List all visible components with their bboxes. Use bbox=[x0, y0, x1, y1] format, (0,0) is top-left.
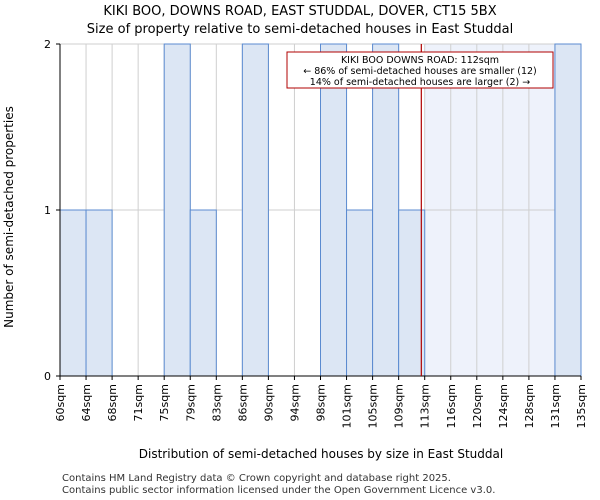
y-tick-label: 0 bbox=[44, 370, 51, 383]
x-tick-label: 71sqm bbox=[132, 384, 145, 421]
x-tick-label: 75sqm bbox=[158, 384, 171, 421]
annotation-box bbox=[286, 51, 554, 89]
x-tick-label: 113sqm bbox=[419, 384, 432, 428]
x-tick-label: 68sqm bbox=[106, 384, 119, 421]
footer-licence: Contains public sector information licen… bbox=[62, 485, 496, 496]
x-tick-label: 135sqm bbox=[575, 384, 588, 428]
subject-annotation: KIKI BOO DOWNS ROAD: 112sqm ← 86% of sem… bbox=[286, 51, 554, 89]
histogram-chart: 0 1 2 60sqm 64sqm 68sqm 71sqm 75sqm 79sqm 83sqm 86… bbox=[2, 38, 588, 461]
histogram-bar bbox=[163, 43, 191, 377]
x-tick-label: 94sqm bbox=[288, 384, 301, 421]
histogram-bar bbox=[241, 43, 269, 377]
x-tick-label: 60sqm bbox=[54, 384, 67, 421]
y-tick-label: 1 bbox=[44, 204, 51, 217]
histogram-bar bbox=[346, 209, 374, 377]
chart-subtitle: Size of property relative to semi-detach… bbox=[86, 22, 514, 37]
x-tick-label: 105sqm bbox=[367, 384, 380, 428]
histogram-bar bbox=[59, 209, 87, 377]
bars-layer bbox=[59, 43, 582, 377]
annotation-line-larger: 14% of semi-detached houses are larger (… bbox=[310, 77, 530, 88]
x-tick-label: 86sqm bbox=[236, 384, 249, 421]
x-tick-label: 79sqm bbox=[184, 384, 197, 421]
x-tick-label: 131sqm bbox=[549, 384, 562, 428]
histogram-bar bbox=[398, 209, 426, 377]
histogram-bar bbox=[85, 209, 113, 377]
x-tick-label: 124sqm bbox=[497, 384, 510, 428]
histogram-bar bbox=[554, 43, 582, 377]
histogram-bar bbox=[320, 43, 348, 377]
x-tick-label: 128sqm bbox=[523, 384, 536, 428]
x-tick-label: 116sqm bbox=[445, 384, 458, 428]
x-tick-label: 83sqm bbox=[210, 384, 223, 421]
footer-copyright: Contains HM Land Registry data © Crown c… bbox=[62, 473, 451, 484]
x-tick-label: 120sqm bbox=[471, 384, 484, 428]
annotation-line-smaller: ← 86% of semi-detached houses are smalle… bbox=[303, 66, 537, 77]
y-tick-label: 2 bbox=[44, 38, 51, 51]
annotation-line-title: KIKI BOO DOWNS ROAD: 112sqm bbox=[341, 55, 499, 66]
y-axis-label: Number of semi-detached properties bbox=[2, 106, 16, 328]
histogram-bar bbox=[189, 209, 217, 377]
x-tick-label: 101sqm bbox=[341, 384, 354, 428]
chart-title-address: KIKI BOO, DOWNS ROAD, EAST STUDDAL, DOVE… bbox=[103, 4, 497, 19]
x-tick-label: 64sqm bbox=[80, 384, 93, 421]
histogram-bar bbox=[372, 43, 400, 377]
x-axis-label: Distribution of semi-detached houses by … bbox=[139, 447, 503, 461]
x-tick-label: 90sqm bbox=[262, 384, 275, 421]
x-tick-label: 109sqm bbox=[393, 384, 406, 428]
x-tick-label: 98sqm bbox=[315, 384, 328, 421]
tick-labels-layer: 0 1 2 60sqm 64sqm 68sqm 71sqm 75sqm 79sqm 83sqm 86… bbox=[44, 38, 588, 428]
